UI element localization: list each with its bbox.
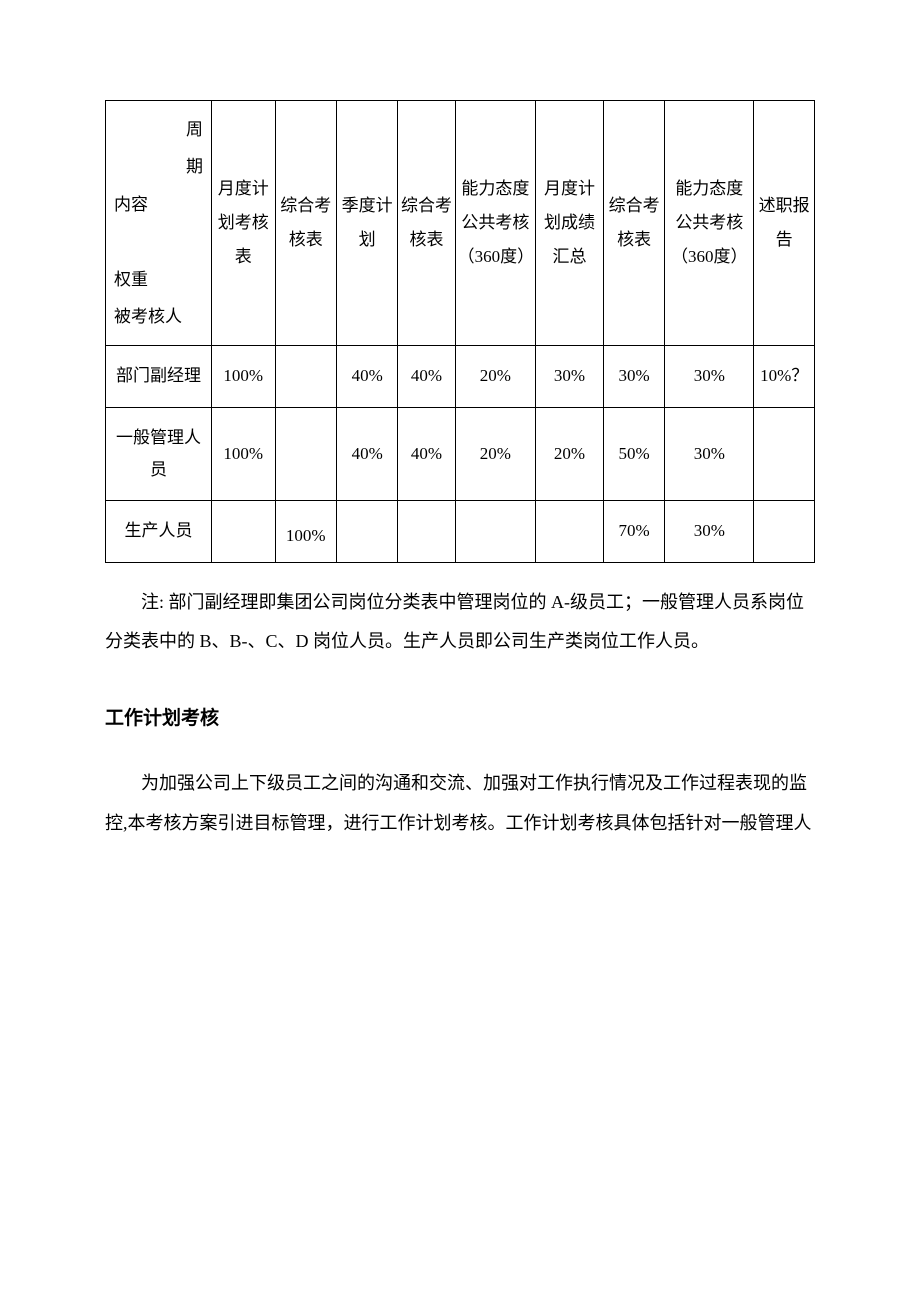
- header-col-9: 述职报告: [754, 101, 815, 346]
- row-label: 生产人员: [106, 501, 212, 562]
- cell: 20%: [536, 407, 604, 501]
- cell: [336, 501, 397, 562]
- row-label: 部门副经理: [106, 346, 212, 407]
- cell: 100%: [211, 407, 275, 501]
- cell: [398, 501, 455, 562]
- cell: 30%: [665, 407, 754, 501]
- header-period-label-1: 周: [114, 111, 203, 148]
- cell: 40%: [336, 346, 397, 407]
- header-col-2: 综合考核表: [275, 101, 336, 346]
- row-label: 一般管理人员: [106, 407, 212, 501]
- header-weight-label: 权重: [114, 261, 203, 298]
- header-col-7: 综合考核表: [603, 101, 664, 346]
- cell: 40%: [398, 346, 455, 407]
- cell: [275, 346, 336, 407]
- header-col-4: 综合考核表: [398, 101, 455, 346]
- cell: 20%: [455, 407, 536, 501]
- cell: 50%: [603, 407, 664, 501]
- cell: 40%: [398, 407, 455, 501]
- header-col-3: 季度计划: [336, 101, 397, 346]
- table-row: 生产人员 100% 70% 30%: [106, 501, 815, 562]
- section-heading: 工作计划考核: [105, 702, 815, 736]
- cell: [754, 407, 815, 501]
- table-note: 注: 部门副经理即集团公司岗位分类表中管理岗位的 A-级员工；一般管理人员系岗位…: [105, 583, 815, 662]
- cell: 20%: [455, 346, 536, 407]
- cell: 30%: [665, 346, 754, 407]
- cell: [211, 501, 275, 562]
- assessment-table: 周 期 内容 权重 被考核人 月度计划考核表 综合考核表 季度计划 综合考核表 …: [105, 100, 815, 563]
- header-col-1: 月度计划考核表: [211, 101, 275, 346]
- cell: 100%: [275, 501, 336, 562]
- cell: [455, 501, 536, 562]
- body-paragraph: 为加强公司上下级员工之间的沟通和交流、加强对工作执行情况及工作过程表现的监控,本…: [105, 764, 815, 843]
- table-header-row: 周 期 内容 权重 被考核人 月度计划考核表 综合考核表 季度计划 综合考核表 …: [106, 101, 815, 346]
- cell: [275, 407, 336, 501]
- cell: 30%: [536, 346, 604, 407]
- header-content-label: 内容: [114, 186, 203, 223]
- table-row: 一般管理人员 100% 40% 40% 20% 20% 50% 30%: [106, 407, 815, 501]
- cell: 100%: [211, 346, 275, 407]
- cell: [536, 501, 604, 562]
- header-col-8: 能力态度公共考核（360度）: [665, 101, 754, 346]
- cell: 40%: [336, 407, 397, 501]
- cell: 10%？: [754, 346, 815, 407]
- header-corner-cell: 周 期 内容 权重 被考核人: [106, 101, 212, 346]
- cell: 70%: [603, 501, 664, 562]
- header-period-label-2: 期: [114, 148, 203, 185]
- header-col-5: 能力态度公共考核（360度）: [455, 101, 536, 346]
- table-row: 部门副经理 100% 40% 40% 20% 30% 30% 30% 10%？: [106, 346, 815, 407]
- cell: 30%: [665, 501, 754, 562]
- header-assessee-label: 被考核人: [114, 298, 203, 335]
- header-col-6: 月度计划成绩汇总: [536, 101, 604, 346]
- cell: [754, 501, 815, 562]
- cell: 30%: [603, 346, 664, 407]
